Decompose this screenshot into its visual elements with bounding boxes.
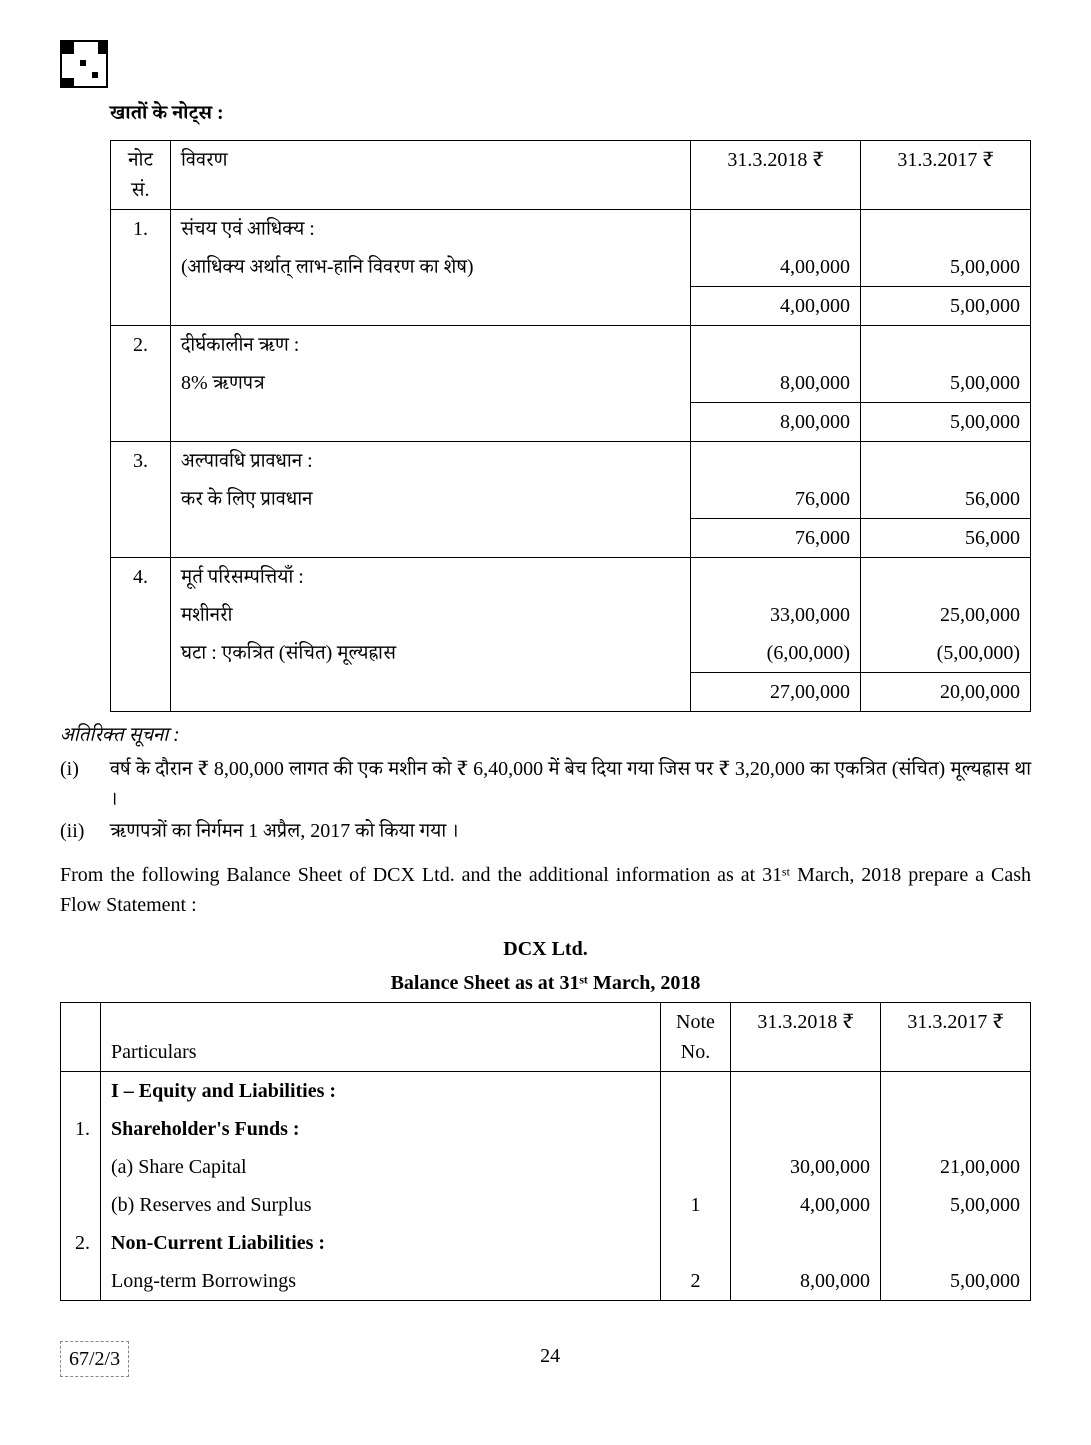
note4-l1: मशीनरी [171, 596, 691, 634]
bs-row: (b) Reserves and Surplus [101, 1186, 661, 1224]
note-val-17: 5,00,000 [861, 248, 1031, 287]
note-val-17: 56,000 [861, 480, 1031, 519]
note-tot-18: 4,00,000 [691, 287, 861, 326]
note-val-18: 76,000 [691, 480, 861, 519]
note-title: संचय एवं आधिक्य : [171, 210, 691, 249]
note-title: दीर्घकालीन ऋण : [171, 326, 691, 365]
note-val-18: 4,00,000 [691, 248, 861, 287]
bs-val: 30,00,000 [731, 1148, 881, 1186]
bs-section: I – Equity and Liabilities : [101, 1072, 661, 1111]
note4-tot-17: 20,00,000 [861, 673, 1031, 712]
qr-icon [60, 40, 108, 88]
note-no: 2. [111, 326, 171, 365]
note-tot-17: 5,00,000 [861, 287, 1031, 326]
english-instruction: From the following Balance Sheet of DCX … [60, 860, 1031, 920]
addl-lbl: (i) [60, 754, 110, 814]
bs-val: 8,00,000 [731, 1262, 881, 1301]
bs-no: 2. [61, 1224, 101, 1262]
bs-row: Shareholder's Funds : [101, 1110, 661, 1148]
note-title: अल्पावधि प्रावधान : [171, 442, 691, 481]
note-no: 1. [111, 210, 171, 249]
bs-row: (a) Share Capital [101, 1148, 661, 1186]
note-line: (आधिक्य अर्थात् लाभ-हानि विवरण का शेष) [171, 248, 691, 287]
page-number: 24 [540, 1341, 560, 1377]
note-tot-17: 56,000 [861, 519, 1031, 558]
note4-l1-17: 25,00,000 [861, 596, 1031, 634]
note-tot-18: 76,000 [691, 519, 861, 558]
addl-title: अतिरिक्त सूचना : [60, 720, 1031, 750]
bs-row: Non-Current Liabilities : [101, 1224, 661, 1262]
bs-note: 1 [661, 1186, 731, 1224]
note4-tot-18: 27,00,000 [691, 673, 861, 712]
bs-note: 2 [661, 1262, 731, 1301]
notes-hdr-no: नोट सं. [111, 141, 171, 210]
company-name: DCX Ltd. [60, 934, 1031, 964]
page-footer: 67/2/3 24 [60, 1341, 1031, 1377]
bs-row: Long-term Borrowings [101, 1262, 661, 1301]
note-no: 4. [111, 558, 171, 597]
bs-hdr-2018: 31.3.2018 ₹ [731, 1003, 881, 1072]
note-val-18: 8,00,000 [691, 364, 861, 403]
note-val-17: 5,00,000 [861, 364, 1031, 403]
note-tot-18: 8,00,000 [691, 403, 861, 442]
notes-heading: खातों के नोट्स : [110, 98, 1031, 128]
note4-l2-17: (5,00,000) [861, 634, 1031, 673]
addl-lbl: (ii) [60, 816, 110, 846]
note-line: 8% ऋणपत्र [171, 364, 691, 403]
bs-hdr-note: Note No. [661, 1003, 731, 1072]
bs-hdr-2017: 31.3.2017 ₹ [881, 1003, 1031, 1072]
notes-hdr-desc: विवरण [171, 141, 691, 210]
paper-code: 67/2/3 [60, 1341, 129, 1377]
notes-hdr-2018: 31.3.2018 ₹ [691, 141, 861, 210]
addl-txt: ऋणपत्रों का निर्गमन 1 अप्रैल, 2017 को कि… [110, 816, 1031, 846]
note4-l1-18: 33,00,000 [691, 596, 861, 634]
bs-val: 21,00,000 [881, 1148, 1031, 1186]
note-tot-17: 5,00,000 [861, 403, 1031, 442]
note-title: मूर्त परिसम्पत्तियाँ : [171, 558, 691, 597]
bs-hdr-part: Particulars [101, 1003, 661, 1072]
note4-l2: घटा : एकत्रित (संचित) मूल्यह्रास [171, 634, 691, 673]
bs-no: 1. [61, 1110, 101, 1148]
note-line: कर के लिए प्रावधान [171, 480, 691, 519]
bs-val: 5,00,000 [881, 1186, 1031, 1224]
note-no: 3. [111, 442, 171, 481]
notes-table: नोट सं. विवरण 31.3.2018 ₹ 31.3.2017 ₹ 1.… [110, 140, 1031, 712]
notes-hdr-2017: 31.3.2017 ₹ [861, 141, 1031, 210]
addl-txt: वर्ष के दौरान ₹ 8,00,000 लागत की एक मशीन… [110, 754, 1031, 814]
bs-val: 4,00,000 [731, 1186, 881, 1224]
balance-sheet-table: Particulars Note No. 31.3.2018 ₹ 31.3.20… [60, 1002, 1031, 1301]
bs-title: Balance Sheet as at 31ˢᵗ March, 2018 [60, 968, 1031, 998]
addl-list: (i) वर्ष के दौरान ₹ 8,00,000 लागत की एक … [60, 754, 1031, 846]
note4-l2-18: (6,00,000) [691, 634, 861, 673]
bs-val: 5,00,000 [881, 1262, 1031, 1301]
